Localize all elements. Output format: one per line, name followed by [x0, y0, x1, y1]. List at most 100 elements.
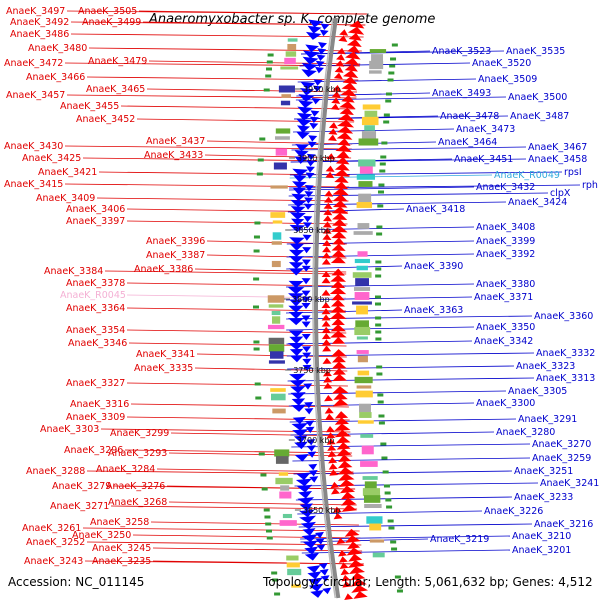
left-gene-label: AnaeK_3430 — [4, 141, 63, 152]
reverse-gene-arrow — [316, 54, 326, 61]
feature-block — [362, 488, 381, 496]
right-gene-label: AnaeK_3251 — [514, 466, 573, 477]
reverse-gene-arrow — [304, 546, 319, 555]
reverse-gene-arrow — [297, 497, 315, 505]
left-gene-label: AnaeK_3316 — [70, 399, 129, 410]
feature-block — [271, 316, 281, 324]
right-gene-label: AnaeK_3210 — [512, 531, 571, 542]
forward-gene-arrow — [330, 103, 340, 111]
forward-gene-arrow — [338, 556, 348, 563]
feature-tick — [390, 57, 397, 61]
left-label-connector — [82, 157, 351, 162]
forward-gene-arrow — [338, 479, 355, 488]
left-gene-label: AnaeK_3288 — [26, 466, 85, 477]
feature-block — [279, 520, 297, 526]
feature-block — [271, 260, 281, 268]
feature-block — [270, 351, 284, 359]
right-gene-label: AnaeK_3500 — [508, 92, 567, 103]
reverse-gene-arrow — [298, 491, 313, 499]
reverse-gene-arrow — [315, 60, 325, 68]
feature-block — [270, 212, 286, 218]
left-label-connector — [150, 521, 359, 526]
right-label-connector — [300, 535, 511, 540]
reverse-gene-arrow — [287, 342, 305, 350]
reverse-gene-arrow — [304, 191, 314, 198]
forward-gene-arrow — [332, 373, 348, 382]
forward-gene-arrow — [341, 504, 358, 512]
feature-tick — [384, 491, 391, 495]
forward-gene-arrow — [342, 70, 359, 78]
feature-tick — [389, 64, 396, 68]
right-label-connector — [298, 523, 533, 528]
feature-tick — [378, 414, 385, 418]
feature-tick — [375, 302, 381, 306]
feature-tick — [274, 592, 281, 596]
left-gene-label: AnaeK_3252 — [26, 537, 85, 548]
left-gene-label: AnaeK_3479 — [88, 56, 147, 67]
left-label-connector — [100, 428, 351, 433]
reverse-gene-arrow — [289, 237, 305, 245]
reverse-gene-arrow — [292, 187, 306, 195]
reverse-gene-arrow — [315, 538, 325, 545]
right-label-connector — [296, 92, 431, 97]
feature-block — [372, 552, 385, 558]
forward-gene-arrow — [344, 63, 358, 72]
reverse-gene-arrow — [294, 453, 310, 462]
reverse-gene-arrow — [294, 441, 308, 450]
forward-gene-arrow — [334, 417, 350, 425]
feature-block — [268, 360, 285, 364]
forward-gene-arrow — [331, 231, 347, 239]
feature-block — [369, 523, 382, 531]
feature-tick — [254, 382, 261, 386]
reverse-gene-arrow — [317, 48, 327, 55]
reverse-gene-arrow — [302, 364, 312, 371]
left-label-connector — [126, 282, 347, 287]
right-gene-label: AnaeK_3360 — [534, 311, 593, 322]
forward-gene-arrow — [325, 426, 335, 433]
forward-gene-arrow — [331, 243, 346, 251]
right-label-connector — [288, 201, 507, 206]
forward-gene-arrow — [332, 367, 346, 375]
forward-gene-arrow — [337, 138, 351, 146]
forward-gene-arrow — [331, 386, 349, 394]
reverse-gene-arrow — [315, 531, 324, 539]
feature-tick — [376, 372, 383, 376]
feature-block — [356, 385, 372, 389]
right-label-connector — [289, 418, 517, 423]
left-gene-label: AnaeK_3486 — [10, 29, 69, 40]
forward-gene-arrow — [328, 463, 338, 470]
left-label-connector — [120, 105, 356, 110]
right-gene-label: AnaeK_3226 — [484, 506, 543, 517]
forward-gene-arrow — [344, 57, 360, 66]
reverse-gene-arrow — [319, 29, 329, 37]
forward-gene-arrow — [337, 460, 353, 469]
feature-tick — [385, 99, 392, 103]
forward-gene-arrow — [351, 584, 369, 593]
reverse-gene-arrow — [292, 429, 309, 437]
forward-gene-arrow — [327, 444, 337, 451]
right-gene-label: AnaeK_3390 — [404, 261, 463, 272]
feature-tick — [265, 522, 272, 526]
left-gene-label: AnaeK_3406 — [66, 204, 125, 215]
left-gene-label: AnaeK_3250 — [72, 530, 131, 541]
forward-gene-arrow — [325, 171, 335, 179]
feature-block — [359, 412, 372, 418]
right-label-connector — [288, 390, 507, 395]
genome-summary-text: Topology: circular; Length: 5,061,632 bp… — [262, 575, 593, 589]
feature-tick — [263, 508, 270, 512]
left-gene-label: AnaeK_3457 — [6, 90, 65, 101]
reverse-gene-arrow — [301, 296, 311, 303]
left-label-connector — [206, 140, 353, 145]
feature-block — [280, 485, 290, 491]
feature-block — [363, 495, 381, 503]
reverse-gene-arrow — [301, 333, 311, 340]
forward-gene-arrow — [336, 132, 353, 140]
reverse-gene-arrow — [307, 451, 317, 458]
feature-block — [360, 461, 378, 467]
forward-gene-arrow — [323, 202, 333, 210]
reverse-gene-arrow — [290, 199, 307, 208]
reverse-gene-arrow — [301, 321, 311, 328]
forward-gene-arrow — [334, 411, 349, 419]
reverse-gene-arrow — [319, 569, 329, 576]
feature-tick — [381, 141, 388, 145]
